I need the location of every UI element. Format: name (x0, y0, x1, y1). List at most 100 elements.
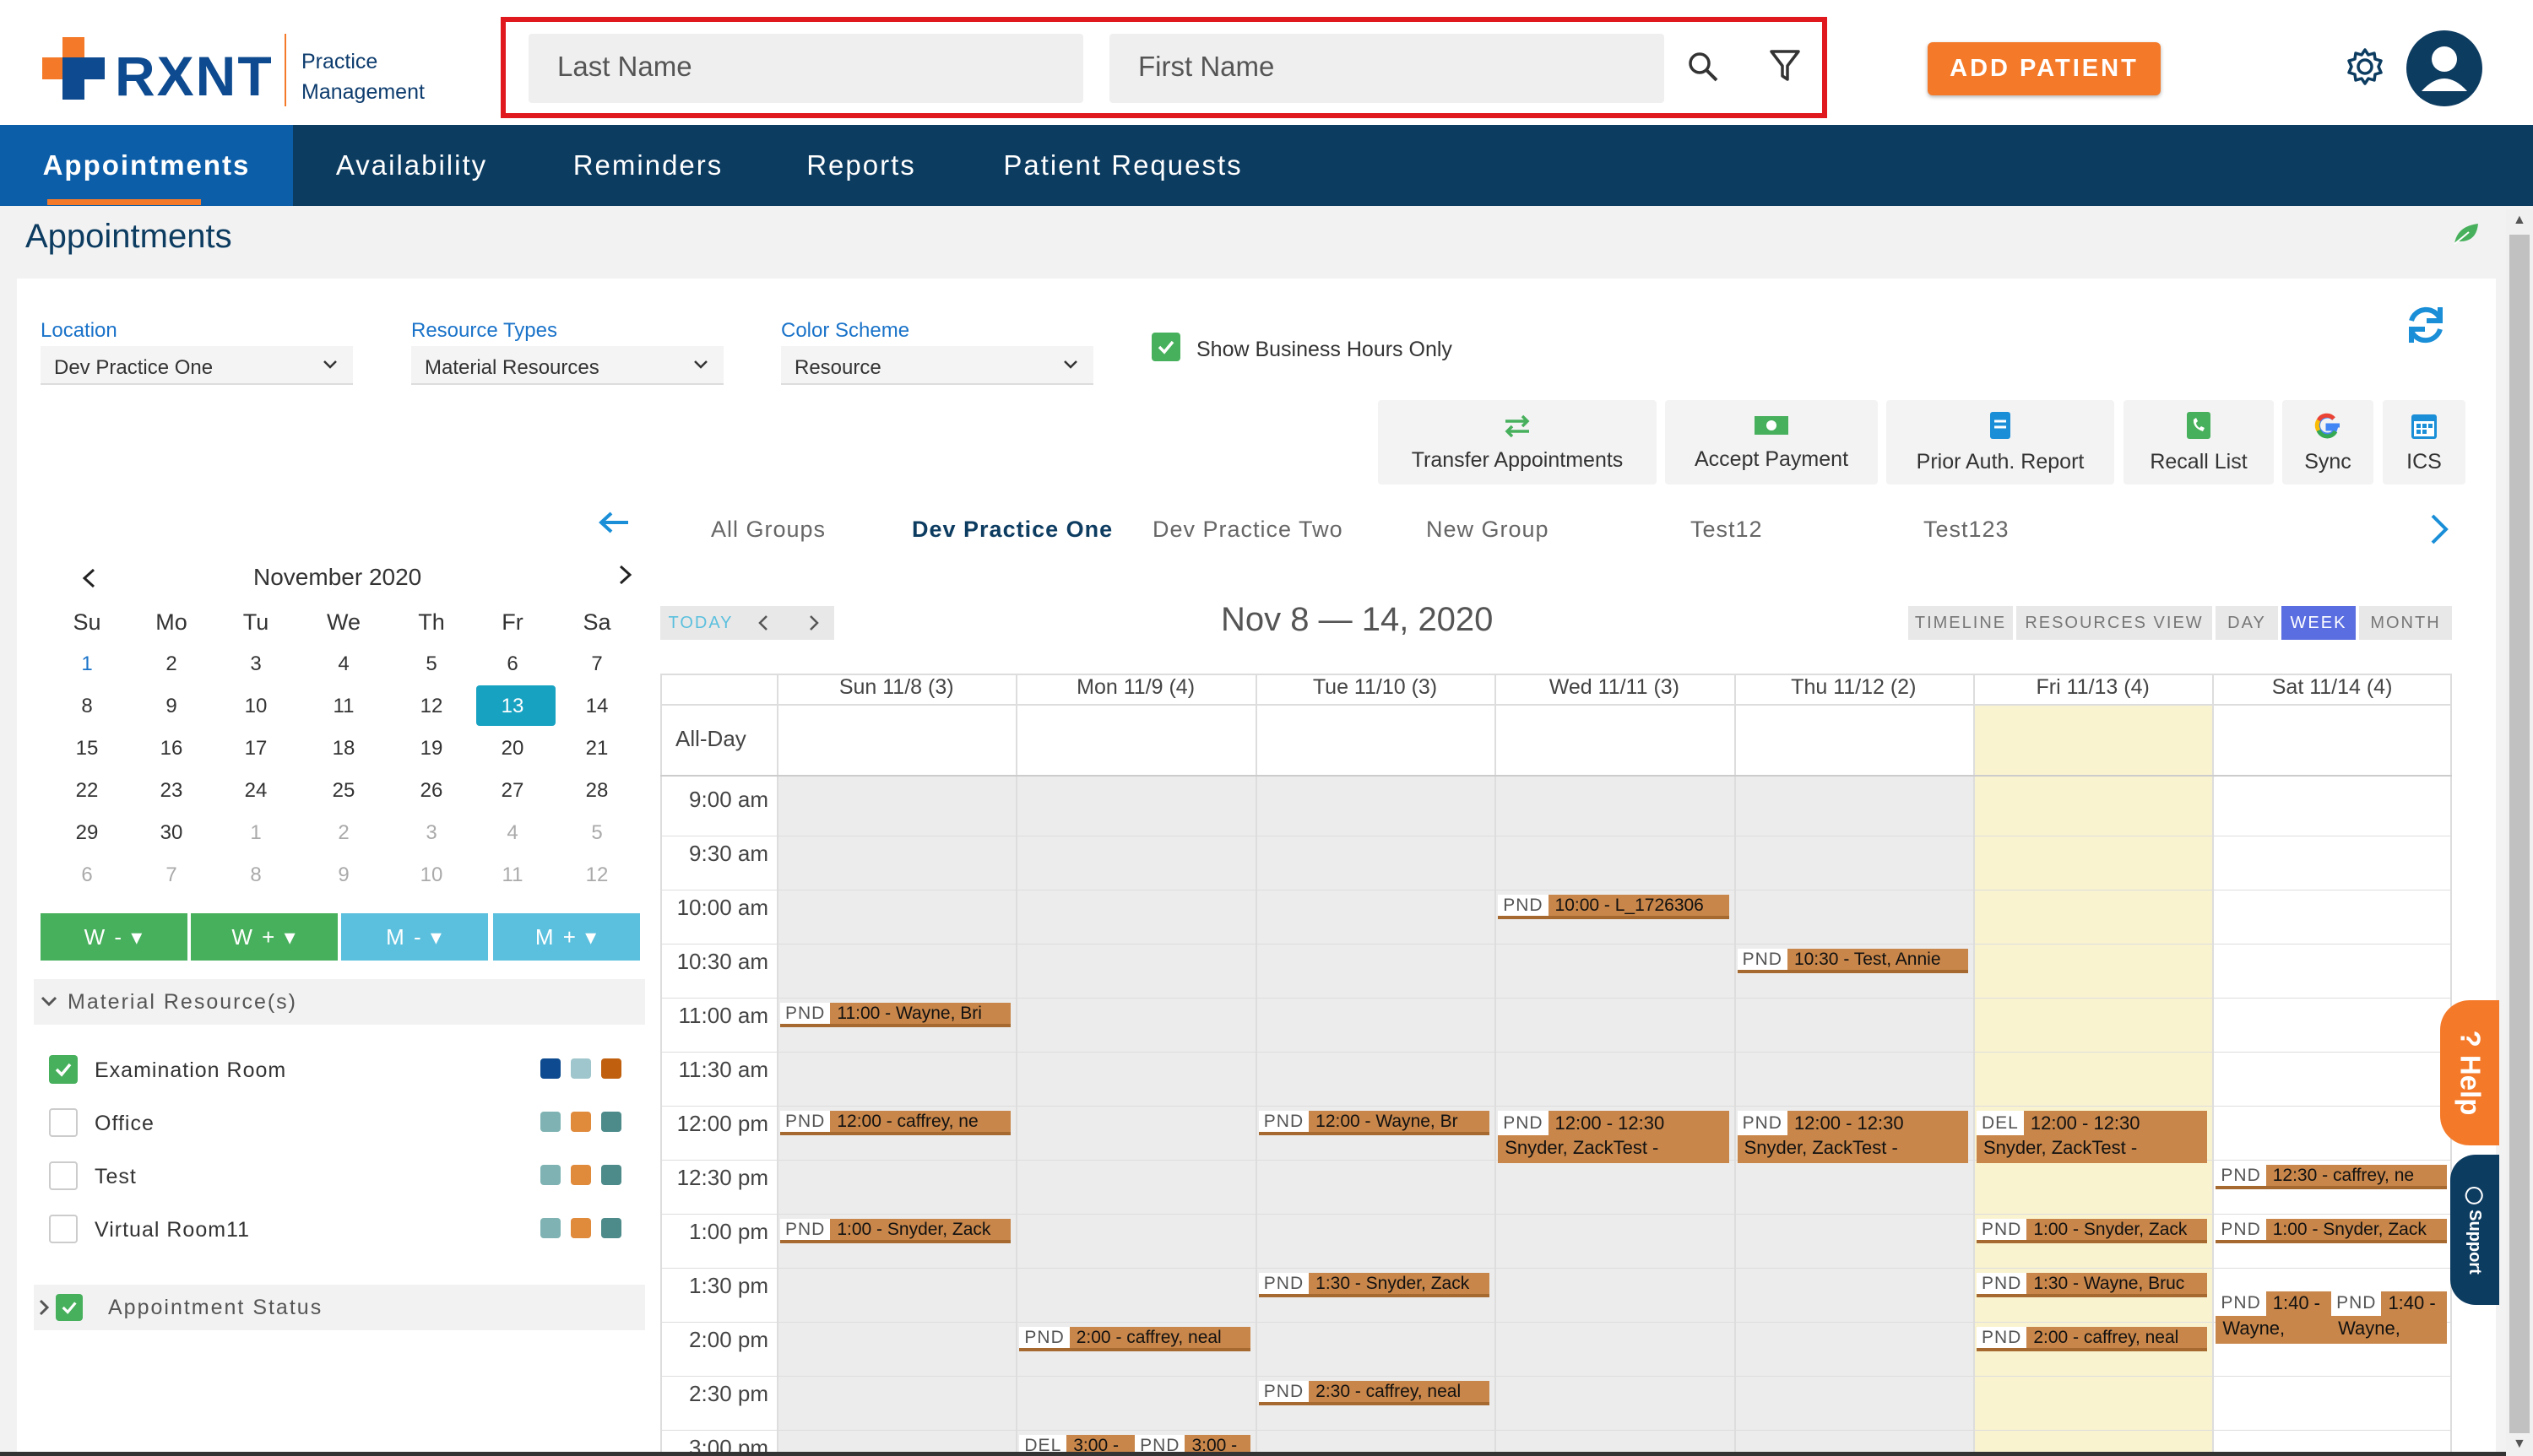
next-month-icon[interactable] (616, 564, 635, 586)
next-week-icon[interactable] (800, 613, 826, 633)
ics-button[interactable]: ICS (2383, 400, 2465, 484)
scroll-down-icon[interactable]: ▼ (2513, 1437, 2526, 1451)
appointment-event[interactable]: DEL 12:00 - 12:30 Snyder, ZackTest - (1977, 1111, 2208, 1163)
appointment-event[interactable]: PND 1:30 - Wayne, Bruc (1977, 1273, 2208, 1297)
appointment-event[interactable]: PND 11:00 - Wayne, Bri (780, 1003, 1012, 1027)
prev-week-icon[interactable] (751, 613, 777, 633)
calendar-day[interactable]: 8 (81, 695, 93, 717)
prev-month-icon[interactable] (79, 567, 98, 589)
prior-auth-report-button[interactable]: Prior Auth. Report (1886, 400, 2114, 484)
calendar-day[interactable]: 4 (338, 652, 350, 675)
refresh-icon[interactable] (2403, 302, 2449, 348)
tab-availability[interactable]: Availability (335, 149, 488, 181)
view-day[interactable]: DAY (2216, 606, 2278, 640)
accept-payment-button[interactable]: Accept Payment (1665, 400, 1878, 484)
appointment-event[interactable]: PND 12:30 - caffrey, ne (2216, 1165, 2447, 1189)
appointment-event[interactable]: PND 1:00 - Snyder, Zack (780, 1219, 1012, 1243)
month-minus-button[interactable]: M - ▾ (341, 913, 488, 961)
resource-checkbox[interactable] (49, 1055, 78, 1084)
calendar-day[interactable]: 7 (165, 863, 177, 886)
view-resources[interactable]: RESOURCES VIEW (2016, 606, 2212, 640)
calendar-day[interactable]: 3 (426, 821, 437, 844)
week-minus-button[interactable]: W - ▾ (41, 913, 187, 961)
appointment-event[interactable]: PND 1:40 - Wayne, (2216, 1291, 2332, 1344)
calendar-day[interactable]: 15 (75, 737, 99, 760)
week-plus-button[interactable]: W + ▾ (191, 913, 338, 961)
resource-checkbox[interactable] (49, 1161, 78, 1190)
search-icon[interactable] (1687, 51, 1719, 83)
day-header[interactable]: Fri 11/13 (4) (2036, 675, 2150, 699)
calendar-day[interactable]: 21 (585, 737, 609, 760)
scrollbar-thumb[interactable] (2509, 235, 2530, 1433)
calendar-day[interactable]: 5 (591, 821, 603, 844)
appointment-event[interactable]: PND 2:30 - caffrey, neal (1258, 1381, 1490, 1405)
tab-reports[interactable]: Reports (806, 149, 916, 181)
calendar-day[interactable]: 9 (338, 863, 350, 886)
arrow-left-icon[interactable] (598, 510, 630, 535)
calendar-day[interactable]: 5 (426, 652, 437, 675)
appointment-event[interactable]: PND 1:40 - Wayne, (2331, 1291, 2447, 1344)
appointment-event[interactable]: PND 1:00 - Snyder, Zack (1977, 1219, 2208, 1243)
first-name-input[interactable]: First Name (1109, 34, 1664, 103)
group-all-groups[interactable]: All Groups (711, 517, 827, 542)
sync-button[interactable]: Sync (2282, 400, 2373, 484)
appointment-event[interactable]: PND 12:00 - 12:30 Snyder, ZackTest - (1737, 1111, 1968, 1163)
calendar-day[interactable]: 12 (585, 863, 609, 886)
calendar-day[interactable]: 23 (160, 779, 183, 802)
scroll-up-icon[interactable]: ▲ (2513, 213, 2526, 227)
appointment-event[interactable]: PND 10:00 - L_1726306 (1498, 895, 1729, 919)
appointment-event[interactable]: PND 1:00 - Snyder, Zack (2216, 1219, 2447, 1243)
calendar-day[interactable]: 18 (332, 737, 355, 760)
day-header[interactable]: Wed 11/11 (3) (1549, 675, 1679, 699)
calendar-day[interactable]: 13 (501, 695, 524, 717)
resource-checkbox[interactable] (49, 1215, 78, 1243)
tab-appointments[interactable]: Appointments (0, 125, 293, 206)
filter-icon[interactable] (1770, 49, 1800, 83)
support-widget[interactable]: ◯ Support (2450, 1155, 2499, 1305)
calendar-day[interactable]: 9 (165, 695, 177, 717)
calendar-day[interactable]: 24 (244, 779, 268, 802)
calendar-day[interactable]: 1 (81, 652, 93, 675)
resource-checkbox[interactable] (49, 1108, 78, 1137)
group-dev-practice-two[interactable]: Dev Practice Two (1153, 517, 1343, 542)
month-plus-button[interactable]: M + ▾ (493, 913, 640, 961)
view-month[interactable]: MONTH (2359, 606, 2452, 640)
calendar-day[interactable]: 10 (244, 695, 268, 717)
day-header[interactable]: Sun 11/8 (3) (838, 675, 954, 699)
help-widget[interactable]: ? Help (2440, 1000, 2499, 1145)
calendar-day[interactable]: 14 (585, 695, 609, 717)
material-resources-section[interactable]: Material Resource(s) (34, 979, 645, 1025)
transfer-appointments-button[interactable]: Transfer Appointments (1378, 400, 1657, 484)
appointment-status-section[interactable]: Appointment Status (34, 1285, 645, 1330)
calendar-day[interactable]: 6 (507, 652, 518, 675)
calendar-day[interactable]: 22 (75, 779, 99, 802)
group-test123[interactable]: Test123 (1923, 517, 2010, 542)
add-patient-button[interactable]: ADD PATIENT (1928, 42, 2161, 95)
group-test12[interactable]: Test12 (1690, 517, 1763, 542)
day-header[interactable]: Sat 11/14 (4) (2271, 675, 2393, 699)
appointment-event[interactable]: PND 1:30 - Snyder, Zack (1258, 1273, 1490, 1297)
calendar-day[interactable]: 6 (81, 863, 93, 886)
calendar-day[interactable]: 11 (333, 695, 355, 717)
calendar-day[interactable]: 29 (75, 821, 99, 844)
user-avatar-icon[interactable] (2405, 29, 2484, 108)
business-hours-checkbox[interactable] (1152, 333, 1180, 361)
calendar-day[interactable]: 8 (250, 863, 262, 886)
calendar-day[interactable]: 25 (332, 779, 355, 802)
chevron-right-icon[interactable] (2428, 513, 2450, 545)
appointment-event[interactable]: PND 2:00 - caffrey, neal (1977, 1327, 2208, 1351)
calendar-day[interactable]: 20 (501, 737, 524, 760)
color-scheme-select[interactable]: Resource (781, 346, 1093, 385)
calendar-day[interactable]: 28 (585, 779, 609, 802)
today-button[interactable]: TODAY (668, 613, 734, 632)
calendar-day[interactable]: 7 (591, 652, 603, 675)
calendar-day[interactable]: 30 (160, 821, 183, 844)
resource-types-select[interactable]: Material Resources (411, 346, 724, 385)
day-header[interactable]: Mon 11/9 (4) (1077, 675, 1196, 699)
location-select[interactable]: Dev Practice One (41, 346, 353, 385)
calendar-day[interactable]: 4 (507, 821, 518, 844)
view-week[interactable]: WEEK (2281, 606, 2356, 640)
last-name-input[interactable]: Last Name (529, 34, 1083, 103)
group-dev-practice-one[interactable]: Dev Practice One (912, 517, 1114, 542)
calendar-day[interactable]: 1 (250, 821, 262, 844)
